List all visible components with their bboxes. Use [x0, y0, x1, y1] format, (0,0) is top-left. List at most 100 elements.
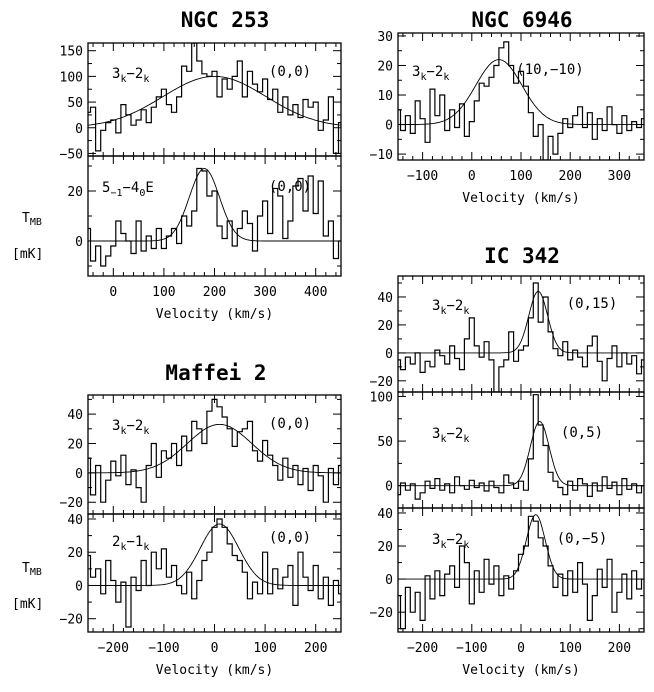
y-tick-label: −50: [60, 147, 83, 162]
spectrum-histogram: [398, 41, 644, 160]
y-tick-label: 20: [67, 437, 83, 452]
y-tick-label: 0: [385, 347, 393, 362]
y-tick-label: 40: [67, 513, 83, 528]
x-tick-label: 400: [304, 285, 327, 300]
x-tick-label: 200: [608, 641, 631, 656]
transition-part: k: [463, 540, 469, 551]
x-tick-label: 200: [304, 641, 327, 656]
y-tick-label: −10: [370, 148, 393, 163]
y-tick-label: 100: [60, 70, 83, 85]
y-tick-label: 40: [377, 291, 393, 306]
transition-part: k: [143, 542, 149, 553]
plot-frame: [87, 155, 342, 277]
transition-part: k: [420, 72, 426, 83]
y-tick-label: 20: [67, 185, 83, 200]
transition-label: 2k−1k: [112, 534, 149, 553]
position-label: (0,15): [567, 296, 618, 312]
transition-part: −4: [122, 180, 139, 196]
transition-part: k: [463, 306, 469, 317]
ylabel-sub: MB: [30, 567, 42, 578]
y-tick-label: 0: [75, 579, 83, 594]
svg-text:TMB: TMB: [22, 211, 42, 228]
transition-label: 3k−2k: [112, 66, 149, 85]
transition-label: 3k−2k: [432, 298, 469, 317]
transition-part: k: [143, 426, 149, 437]
ylabel-t: T: [22, 561, 30, 576]
y-tick-label: 0: [385, 119, 393, 134]
plot-frame: [87, 394, 342, 515]
ylabel-lower: TMB [mK]: [12, 561, 43, 612]
x-tick-label: 200: [203, 285, 226, 300]
transition-part: k: [143, 74, 149, 85]
gaussian-fit-line: [88, 75, 341, 126]
spectrum-histogram: [398, 515, 644, 630]
transition-label: 3k−2k: [432, 532, 469, 551]
transition-part: 5: [102, 180, 110, 196]
position-label: (0,0): [269, 64, 311, 80]
transition-part: −2: [126, 66, 143, 82]
transition-part: −2: [446, 532, 463, 548]
x-tick-label: 100: [253, 641, 276, 656]
transition-part: 3: [432, 426, 440, 442]
transition-part: k: [120, 542, 126, 553]
y-tick-label: −20: [370, 606, 393, 621]
transition-part: 3: [432, 298, 440, 314]
ylabel-unit: [mK]: [12, 247, 43, 262]
y-tick-label: 0: [75, 235, 83, 250]
x-tick-label: −100: [148, 641, 179, 656]
title-maffei2: Maffei 2: [165, 361, 266, 385]
transition-part: −1: [110, 188, 122, 199]
position-label: (10,−10): [516, 62, 583, 78]
x-tick-label: 0: [517, 641, 525, 656]
x-tick-label: −100: [456, 641, 487, 656]
transition-part: 0: [139, 188, 145, 199]
transition-part: −2: [446, 298, 463, 314]
spectrum-histogram: [398, 282, 644, 392]
transition-part: k: [463, 434, 469, 445]
spectrum-histogram: [398, 394, 644, 500]
gaussian-fit-line: [398, 59, 644, 126]
spectrum-histogram: [88, 43, 341, 154]
gaussian-fit-line: [88, 168, 341, 242]
transition-part: k: [440, 434, 446, 445]
transition-label: 3k−2k: [112, 418, 149, 437]
x-tick-label: 100: [152, 285, 175, 300]
ylabel-unit: [mK]: [12, 597, 43, 612]
ylabel-t: T: [22, 211, 30, 226]
spectrum-histogram: [88, 518, 341, 628]
x-tick-label: −200: [407, 641, 438, 656]
transition-part: k: [120, 426, 126, 437]
y-tick-label: 40: [377, 507, 393, 522]
transition-label: 3k−2k: [432, 426, 469, 445]
gaussian-fit-line: [88, 423, 341, 474]
y-tick-label: 30: [377, 30, 393, 45]
transition-part: 3: [112, 66, 120, 82]
y-tick-label: 20: [377, 540, 393, 555]
transition-part: −1: [126, 534, 143, 550]
x-axis-label: Velocity (km/s): [462, 663, 579, 678]
x-tick-label: −100: [407, 169, 438, 184]
transition-label: 5−1−40E: [102, 180, 154, 199]
transition-part: 2: [112, 534, 120, 550]
transition-part: 3: [412, 64, 420, 80]
x-tick-label: −200: [98, 641, 129, 656]
gaussian-fit-line: [88, 523, 341, 586]
y-tick-label: 0: [75, 467, 83, 482]
x-tick-label: 200: [558, 169, 581, 184]
transition-part: 3: [432, 532, 440, 548]
x-tick-label: 0: [468, 169, 476, 184]
y-tick-label: 20: [377, 319, 393, 334]
position-label: (0,0): [269, 530, 311, 546]
x-axis-label: Velocity (km/s): [156, 663, 273, 678]
transition-part: −2: [426, 64, 443, 80]
position-label: (0,0): [269, 416, 311, 432]
y-tick-label: 0: [385, 480, 393, 495]
